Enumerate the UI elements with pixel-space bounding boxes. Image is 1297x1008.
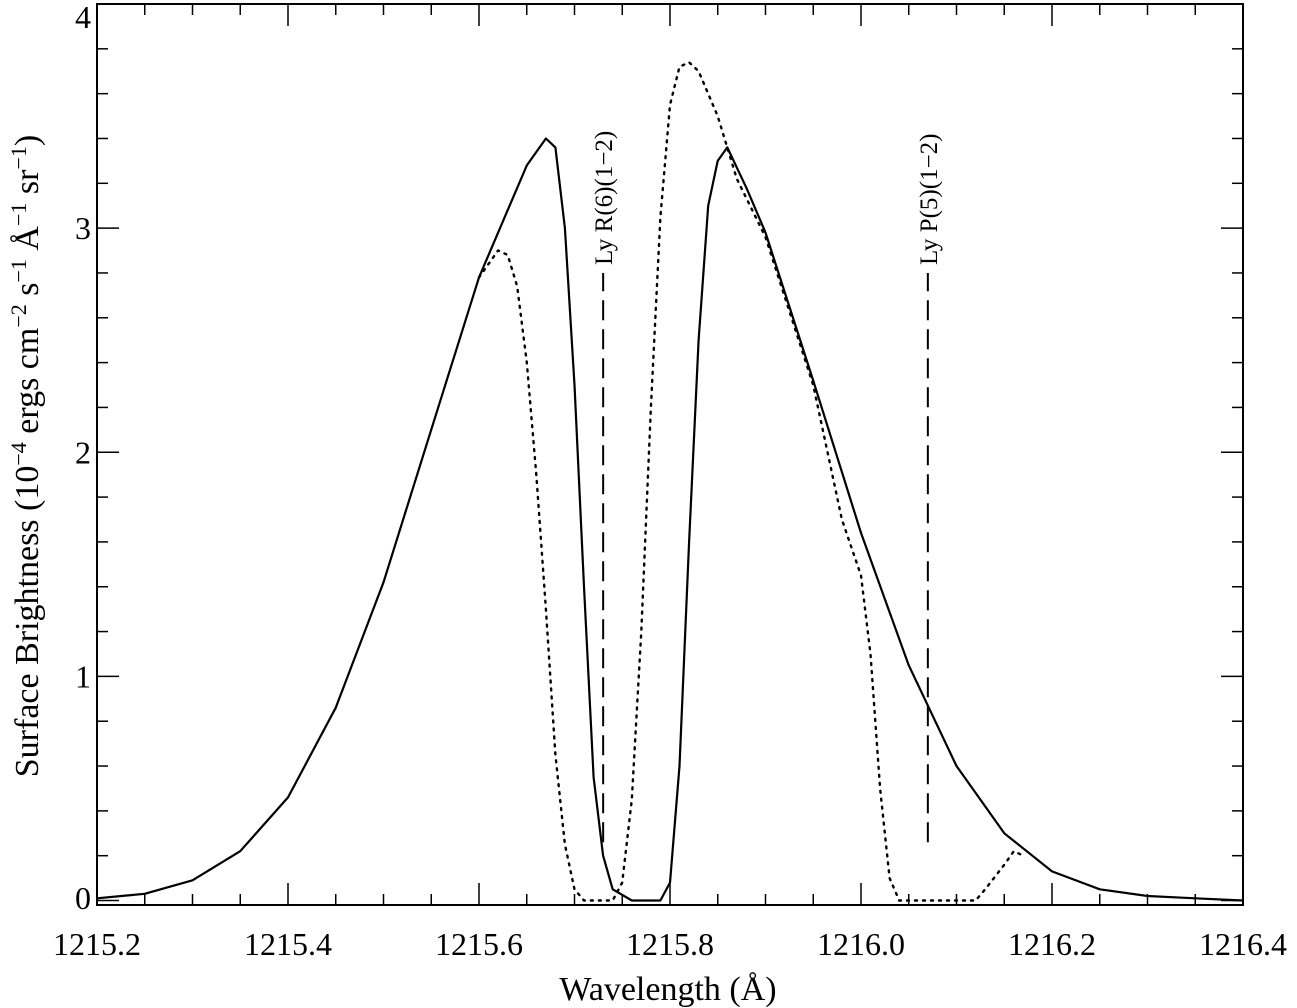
- x-tick-label: 1216.2: [1008, 926, 1096, 962]
- line-marker-label: Ly R(6)(1−2): [591, 131, 618, 265]
- x-axis-label: Wavelength (Å): [559, 971, 776, 1008]
- series-layer: [96, 61, 1244, 902]
- solid-profile-line: [96, 137, 1244, 902]
- y-tick-label: 4: [75, 0, 91, 35]
- y-tick-label: 0: [75, 880, 91, 916]
- y-tick-label: 1: [75, 658, 91, 694]
- dotted-profile-line: [477, 61, 1025, 902]
- x-tick-label: 1216.4: [1199, 926, 1287, 962]
- x-tick-label: 1215.8: [626, 926, 714, 962]
- x-axis: 1215.2 1215.4 1215.6 1215.8 1216.0 1216.2 1216…: [53, 4, 1287, 962]
- x-tick-label: 1215.2: [53, 926, 141, 962]
- annotation-layer: Ly R(6)(1−2) Ly P(5)(1−2): [591, 131, 943, 843]
- plot-frame: [96, 3, 1244, 906]
- y-tick-label: 2: [75, 434, 91, 470]
- x-tick-label: 1216.0: [817, 926, 905, 962]
- line-marker-label: Ly P(5)(1−2): [916, 134, 943, 265]
- y-tick-label: 3: [75, 210, 91, 246]
- x-tick-label: 1215.4: [244, 926, 332, 962]
- y-axis: 0 1 2 3 4: [75, 0, 1243, 916]
- x-tick-label: 1215.6: [435, 926, 523, 962]
- y-axis-label: Surface Brightness (10−4 ergs cm−2 s−1 Å…: [6, 135, 47, 777]
